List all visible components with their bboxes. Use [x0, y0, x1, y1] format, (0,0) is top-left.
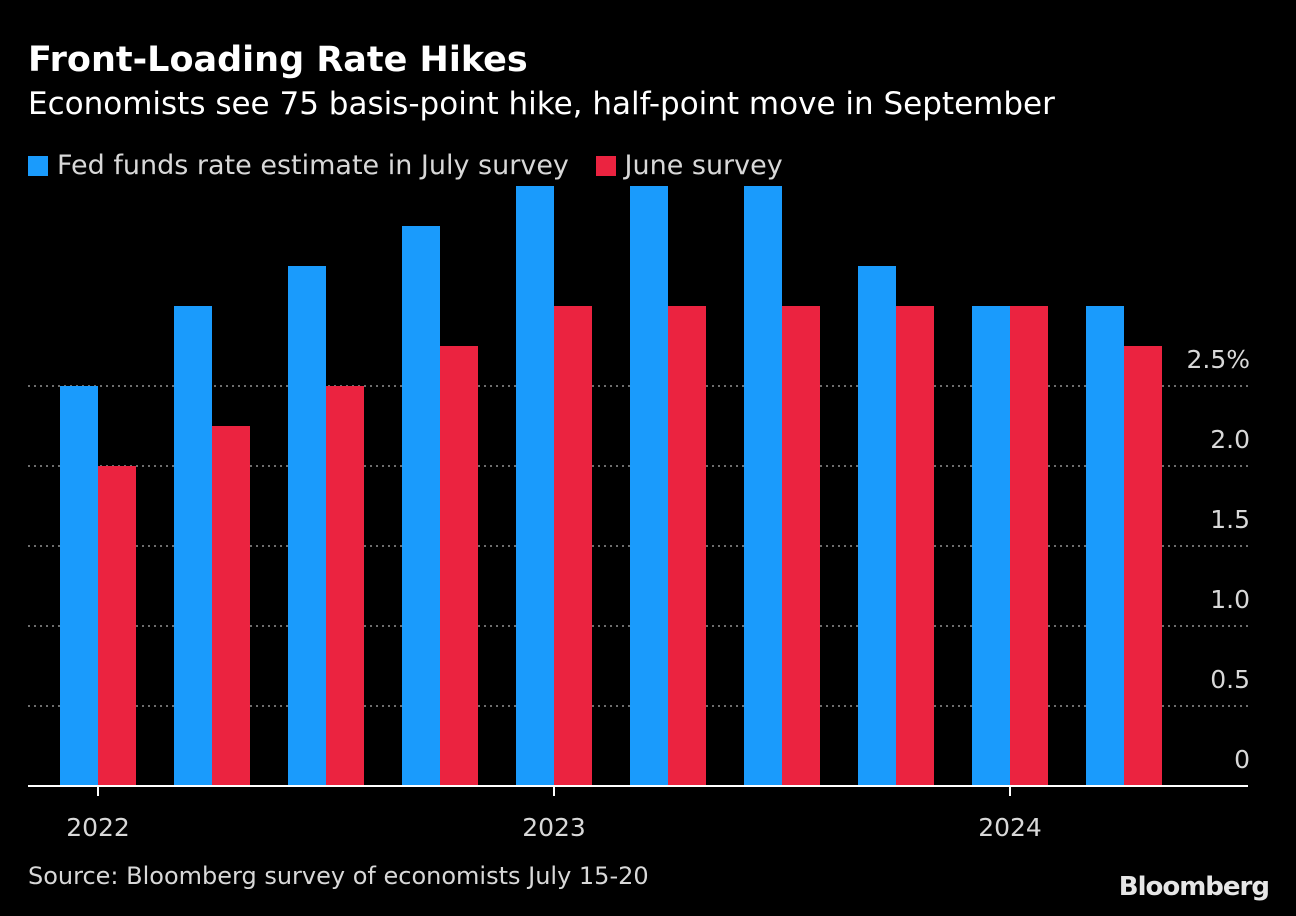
- x-tick-label: 2024: [978, 813, 1042, 842]
- bar-july-0: [60, 386, 98, 786]
- bar-june-6: [782, 306, 820, 786]
- bar-july-1: [174, 306, 212, 786]
- bar-june-0: [98, 466, 136, 786]
- legend-item-june: June survey: [595, 150, 783, 181]
- bar-july-3: [402, 226, 440, 786]
- bar-june-7: [896, 306, 934, 786]
- y-tick-label: 1.5: [1210, 505, 1250, 534]
- legend-label-july: Fed funds rate estimate in July survey: [57, 150, 569, 181]
- bar-june-8: [1010, 306, 1048, 786]
- bar-july-7: [858, 266, 896, 786]
- legend-swatch-june: [595, 155, 616, 176]
- bar-june-5: [668, 306, 706, 786]
- x-tick-label: 2023: [522, 813, 586, 842]
- bar-july-5: [630, 186, 668, 786]
- bar-june-4: [554, 306, 592, 786]
- chart-title: Front-Loading Rate Hikes: [28, 40, 528, 80]
- bar-july-6: [744, 186, 782, 786]
- bloomberg-logo: Bloomberg: [1118, 872, 1270, 902]
- bar-june-3: [440, 346, 478, 786]
- bar-june-9: [1124, 346, 1162, 786]
- bar-july-4: [516, 186, 554, 786]
- x-tick-label: 2022: [66, 813, 130, 842]
- legend-label-june: June survey: [624, 150, 783, 181]
- legend: Fed funds rate estimate in July survey J…: [28, 150, 801, 183]
- y-tick-label: 0.5: [1210, 665, 1250, 694]
- bar-july-9: [1086, 306, 1124, 786]
- source-note: Source: Bloomberg survey of economists J…: [28, 862, 649, 890]
- bar-july-8: [972, 306, 1010, 786]
- bar-june-2: [326, 386, 364, 786]
- legend-item-july: Fed funds rate estimate in July survey: [28, 150, 569, 181]
- bar-july-2: [288, 266, 326, 786]
- y-tick-label: 1.0: [1210, 585, 1250, 614]
- y-tick-label: 2.5%: [1186, 345, 1250, 374]
- bar-june-1: [212, 426, 250, 786]
- legend-swatch-july: [28, 155, 48, 176]
- y-tick-label: 2.0: [1210, 425, 1250, 454]
- y-tick-label: 0: [1234, 745, 1250, 774]
- chart-subtitle: Economists see 75 basis-point hike, half…: [28, 86, 1055, 122]
